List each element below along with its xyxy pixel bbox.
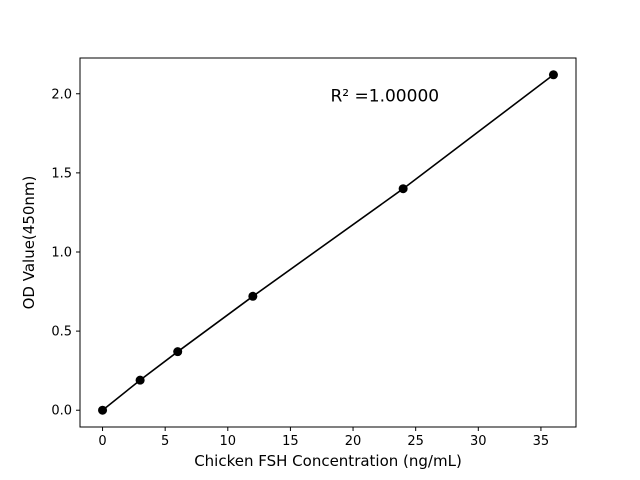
y-tick-label: 0.5 [51, 325, 72, 340]
data-point [173, 347, 183, 357]
trend-line [102, 74, 554, 411]
x-tick-label: 35 [533, 434, 550, 449]
data-point [548, 70, 558, 80]
x-tick-label: 25 [407, 434, 424, 449]
x-axis-label: Chicken FSH Concentration (ng/mL) [194, 452, 462, 470]
y-axis-label: OD Value(450nm) [20, 176, 38, 310]
y-tick-label: 0.0 [51, 404, 72, 419]
y-tick-label: 1.5 [51, 166, 72, 181]
data-point [248, 291, 258, 301]
x-tick-label: 30 [470, 434, 487, 449]
x-tick-label: 0 [98, 434, 106, 449]
x-tick-label: 15 [282, 434, 299, 449]
y-tick-label: 2.0 [51, 87, 72, 102]
x-tick-label: 10 [220, 434, 237, 449]
data-point [398, 184, 408, 194]
data-point [98, 405, 108, 415]
data-point [135, 375, 145, 385]
x-tick-label: 20 [345, 434, 362, 449]
y-tick-label: 1.0 [51, 245, 72, 260]
x-tick-label: 5 [161, 434, 169, 449]
r-squared-annotation: R² =1.00000 [331, 87, 440, 107]
